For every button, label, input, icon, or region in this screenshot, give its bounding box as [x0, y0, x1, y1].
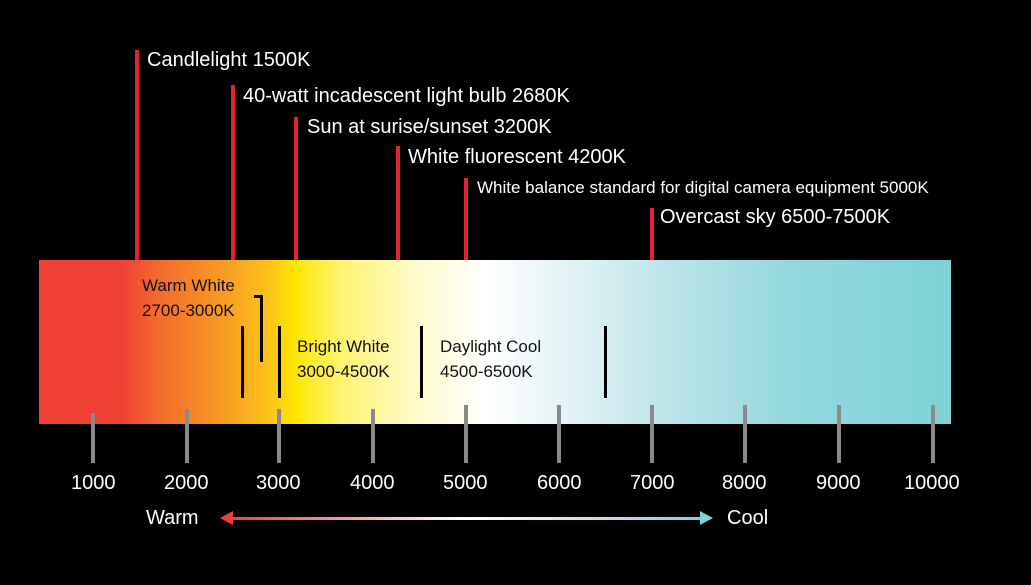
label-fluorescent: White fluorescent 4200K [408, 146, 626, 168]
axis-label-7000: 7000 [630, 472, 675, 494]
axis-tick-10000 [931, 405, 935, 463]
cool-label: Cool [727, 507, 769, 529]
label-sunrise: Sun at surise/sunset 3200K [307, 116, 552, 138]
axis-tick-1000 [91, 413, 95, 463]
range-divider-6500 [604, 326, 607, 398]
warm-white-bracket-top [254, 295, 263, 298]
axis-label-4000: 4000 [350, 472, 395, 494]
axis-tick-4000 [371, 409, 375, 463]
range-bright-white-range: 3000-4500K [297, 362, 390, 381]
range-divider-3000 [278, 326, 281, 398]
axis-label-5000: 5000 [443, 472, 488, 494]
range-bright-white-name: Bright White [297, 337, 390, 356]
axis-label-10000: 10000 [904, 472, 960, 494]
axis-label-9000: 9000 [816, 472, 861, 494]
range-warm-white-name: Warm White [142, 276, 235, 295]
cool-arrowhead-icon [700, 511, 713, 525]
label-overcast: Overcast sky 6500-7500K [660, 206, 891, 228]
marker-line-overcast [650, 208, 654, 260]
axis-tick-5000 [464, 405, 468, 463]
axis-label-6000: 6000 [537, 472, 582, 494]
warm-label: Warm [146, 507, 199, 529]
range-daylight-cool-name: Daylight Cool [440, 337, 542, 356]
axis-label-3000: 3000 [256, 472, 301, 494]
marker-line-candlelight [135, 50, 139, 260]
axis-tick-7000 [650, 405, 654, 463]
label-candlelight: Candlelight 1500K [147, 49, 311, 71]
axis-tick-2000 [185, 409, 189, 463]
range-divider-4500 [420, 326, 423, 398]
axis-tick-3000 [277, 409, 281, 463]
label-incandescent: 40-watt incadescent light bulb 2680K [243, 85, 570, 107]
range-warm-white-range: 2700-3000K [142, 301, 235, 320]
marker-line-sunrise [294, 117, 298, 260]
warm-cool-arrow [230, 517, 702, 520]
marker-line-incandescent [231, 85, 235, 260]
axis-tick-9000 [837, 405, 841, 463]
color-temperature-spectrum [39, 260, 951, 424]
axis-label-2000: 2000 [164, 472, 209, 494]
axis-tick-6000 [557, 405, 561, 463]
label-camera-standard: White balance standard for digital camer… [477, 178, 929, 197]
axis-label-1000: 1000 [71, 472, 116, 494]
marker-line-camera-standard [464, 178, 468, 260]
warm-white-bracket-line [260, 295, 263, 362]
axis-tick-8000 [743, 405, 747, 463]
warm-arrowhead-icon [220, 511, 233, 525]
range-divider-2700 [241, 326, 244, 398]
range-daylight-cool-range: 4500-6500K [440, 362, 533, 381]
axis-label-8000: 8000 [722, 472, 767, 494]
marker-line-fluorescent [396, 146, 400, 260]
